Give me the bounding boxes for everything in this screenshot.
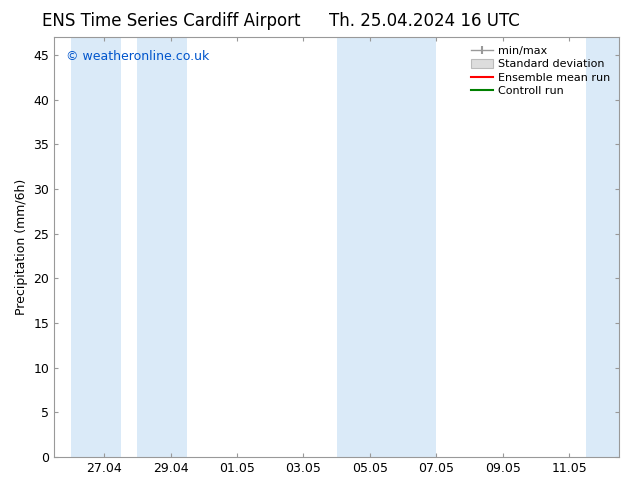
Bar <box>387 37 436 457</box>
Legend: min/max, Standard deviation, Ensemble mean run, Controll run: min/max, Standard deviation, Ensemble me… <box>468 43 614 100</box>
Bar <box>337 37 387 457</box>
Y-axis label: Precipitation (mm/6h): Precipitation (mm/6h) <box>15 179 28 315</box>
Bar <box>586 37 619 457</box>
Text: © weatheronline.co.uk: © weatheronline.co.uk <box>65 49 209 63</box>
Bar <box>71 37 120 457</box>
Text: ENS Time Series Cardiff Airport: ENS Time Series Cardiff Airport <box>42 12 301 30</box>
Text: Th. 25.04.2024 16 UTC: Th. 25.04.2024 16 UTC <box>330 12 520 30</box>
Bar <box>138 37 187 457</box>
